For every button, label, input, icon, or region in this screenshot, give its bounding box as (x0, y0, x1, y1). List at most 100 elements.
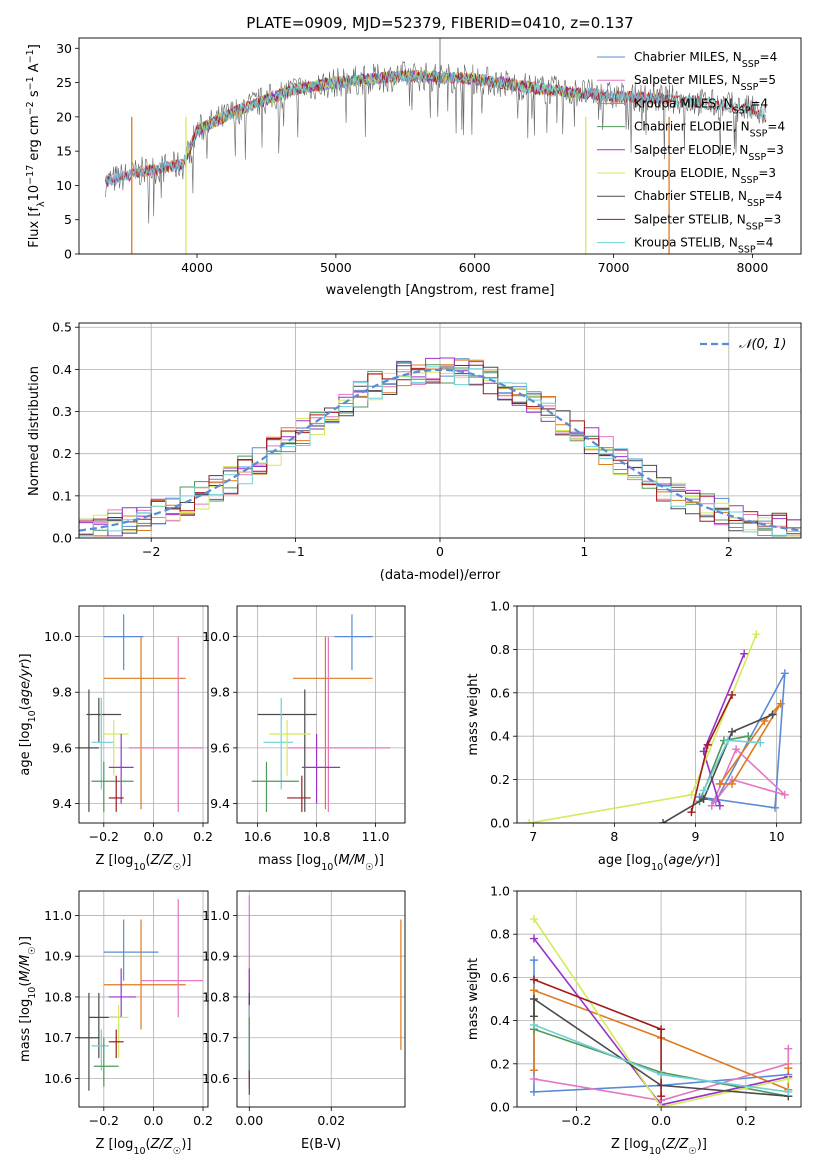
weight-marker (740, 649, 749, 658)
weight-marker (529, 1020, 538, 1029)
weight-marker (699, 786, 708, 795)
weight-marker (780, 669, 789, 678)
y-tick-label: 10.7 (44, 1030, 72, 1045)
x-tick-label: 8 (610, 829, 618, 844)
x-tick-label: 0.00 (235, 1113, 263, 1128)
x-tick-label: 0 (436, 544, 444, 559)
x-tick-label: 10.6 (244, 829, 272, 844)
x-tick-label: 8000 (736, 260, 768, 275)
y-tick-label: 0.1 (52, 488, 72, 503)
y-tick-label: 0.6 (490, 970, 510, 985)
weight-line-salpeter_miles (533, 1048, 790, 1102)
y-tick-label: 0.3 (52, 404, 72, 419)
y-tick-label: 0 (64, 247, 72, 262)
y-tick-label: 9.6 (210, 740, 230, 755)
weight-marker (707, 801, 716, 810)
weight-marker (715, 779, 724, 788)
weight-line-chabrier_stelib (662, 713, 773, 823)
x-tick-label: −0.2 (561, 1113, 591, 1128)
y-tick-label: 10.9 (44, 949, 72, 964)
weight_vs_Z-xlabel: Z [log10(Z/Z☉)] (611, 1137, 707, 1157)
x-tick-label: 5000 (320, 260, 352, 275)
weight-marker (529, 1087, 538, 1096)
mass_vs_Z-xlabel: Z [log10(Z/Z☉)] (96, 1137, 192, 1157)
weight-marker (703, 740, 712, 749)
axes-frame (78, 890, 209, 1108)
weight-line-chabrier_miles (699, 672, 786, 809)
x-tick-label: 0.02 (317, 1113, 345, 1128)
axes-frame (516, 890, 802, 1108)
axes-weight_vs_age: 7 8 9 10 0.0 0.2 0.4 0.6 0.8 1.0 age [log10(age/yr… (466, 599, 802, 873)
y-tick-label: 10.0 (202, 629, 230, 644)
plot-area-weight_vs_age (517, 606, 801, 823)
weight-marker (699, 795, 708, 804)
weight-marker (784, 1044, 793, 1053)
weight-marker (715, 801, 724, 810)
weight-marker (529, 986, 538, 995)
weight-marker (771, 803, 780, 812)
weight-marker (687, 808, 696, 817)
x-tick-label: −0.2 (89, 829, 119, 844)
x-tick-label: 0.0 (651, 1113, 671, 1128)
weight-marker (529, 1012, 538, 1021)
weight-marker (728, 690, 737, 699)
x-tick-label: −2 (142, 544, 160, 559)
y-tick-label: 0.2 (490, 1056, 510, 1071)
axes-frame (78, 322, 802, 539)
y-tick-label: 10 (56, 178, 72, 193)
spectrum-ylabel: Flux [fλ10−17 erg cm−2 s−1 A−1] (25, 44, 47, 248)
y-tick-label: 9.8 (52, 685, 72, 700)
axes-age_vs_Z: −0.2 0.0 0.2 9.4 9.6 9.8 10.0 Z [log10(Z/Z☉)] ag… (18, 605, 213, 873)
axes-residuals: −2 −1 0 1 2 0.0 0.1 0.2 0.3 0.4 0.5 (data-model)/er… (27, 320, 802, 583)
weight-marker (752, 630, 761, 639)
legend-label: Kroupa MILES, NSSP=4 (634, 96, 768, 116)
axes-weight_vs_Z: −0.2 0.0 0.2 0.0 0.2 0.4 0.6 0.8 1.0 Z [log10(Z/Z… (466, 884, 802, 1157)
axes-frame (236, 890, 406, 1108)
weight_vs_age-xlabel: age [log10(age/yr)] (598, 853, 720, 873)
y-tick-label: 9.4 (52, 796, 72, 811)
weight-marker (728, 727, 737, 736)
legend-label: Salpeter MILES, NSSP=5 (634, 73, 776, 93)
y-tick-label: 0.8 (490, 927, 510, 942)
x-tick-label: 1 (580, 544, 588, 559)
legend-label: Kroupa STELIB, NSSP=4 (634, 236, 773, 256)
y-tick-label: 30 (56, 41, 72, 56)
weight-marker (728, 779, 737, 788)
y-tick-label: 0.2 (52, 446, 72, 461)
weight-line-kroupa_elodie (529, 633, 758, 823)
spectrum-xlabel: wavelength [Angstrom, rest frame] (326, 283, 555, 298)
x-tick-label: 0.2 (736, 1113, 756, 1128)
y-tick-label: 0.4 (52, 362, 72, 377)
weight-marker (784, 1074, 793, 1083)
legend-label: Kroupa ELODIE, NSSP=3 (634, 166, 776, 186)
weight-line-chabrier_stelib (533, 997, 789, 1097)
y-tick-label: 9.6 (52, 740, 72, 755)
axes-frame (516, 605, 802, 824)
weight-marker (776, 699, 785, 708)
legend-label: Salpeter STELIB, NSSP=3 (634, 212, 781, 232)
y-tick-label: 0.6 (490, 685, 510, 700)
y-tick-label: 5 (64, 212, 72, 227)
legend-label: Chabrier ELODIE, NSSP=4 (634, 120, 785, 140)
weight-marker (723, 736, 732, 745)
plot-area-weight_vs_Z (517, 891, 801, 1107)
y-tick-label: 1.0 (490, 599, 510, 614)
weight-marker (780, 790, 789, 799)
y-tick-label: 10.8 (202, 989, 230, 1004)
y-tick-label: 0.0 (490, 816, 510, 831)
legend-label: Salpeter ELODIE, NSSP=3 (634, 143, 784, 163)
weight-marker (529, 1074, 538, 1083)
y-tick-label: 0.4 (490, 729, 510, 744)
legend-label: Chabrier MILES, NSSP=4 (634, 50, 777, 70)
weight-marker (744, 732, 753, 741)
plot-area-mass_vs_ebv (237, 891, 405, 1107)
weight-marker (657, 1103, 666, 1107)
y-tick-label: 0.0 (490, 1100, 510, 1115)
mass_vs_Z-ylabel: mass [log10(M/M☉)] (18, 936, 38, 1062)
weight-marker (529, 975, 538, 984)
x-tick-label: −1 (286, 544, 304, 559)
age_vs_mass-xlabel: mass [log10(M/M☉)] (258, 853, 384, 873)
weight_vs_age-ylabel: mass weight (466, 673, 481, 755)
x-tick-label: 10 (769, 829, 785, 844)
